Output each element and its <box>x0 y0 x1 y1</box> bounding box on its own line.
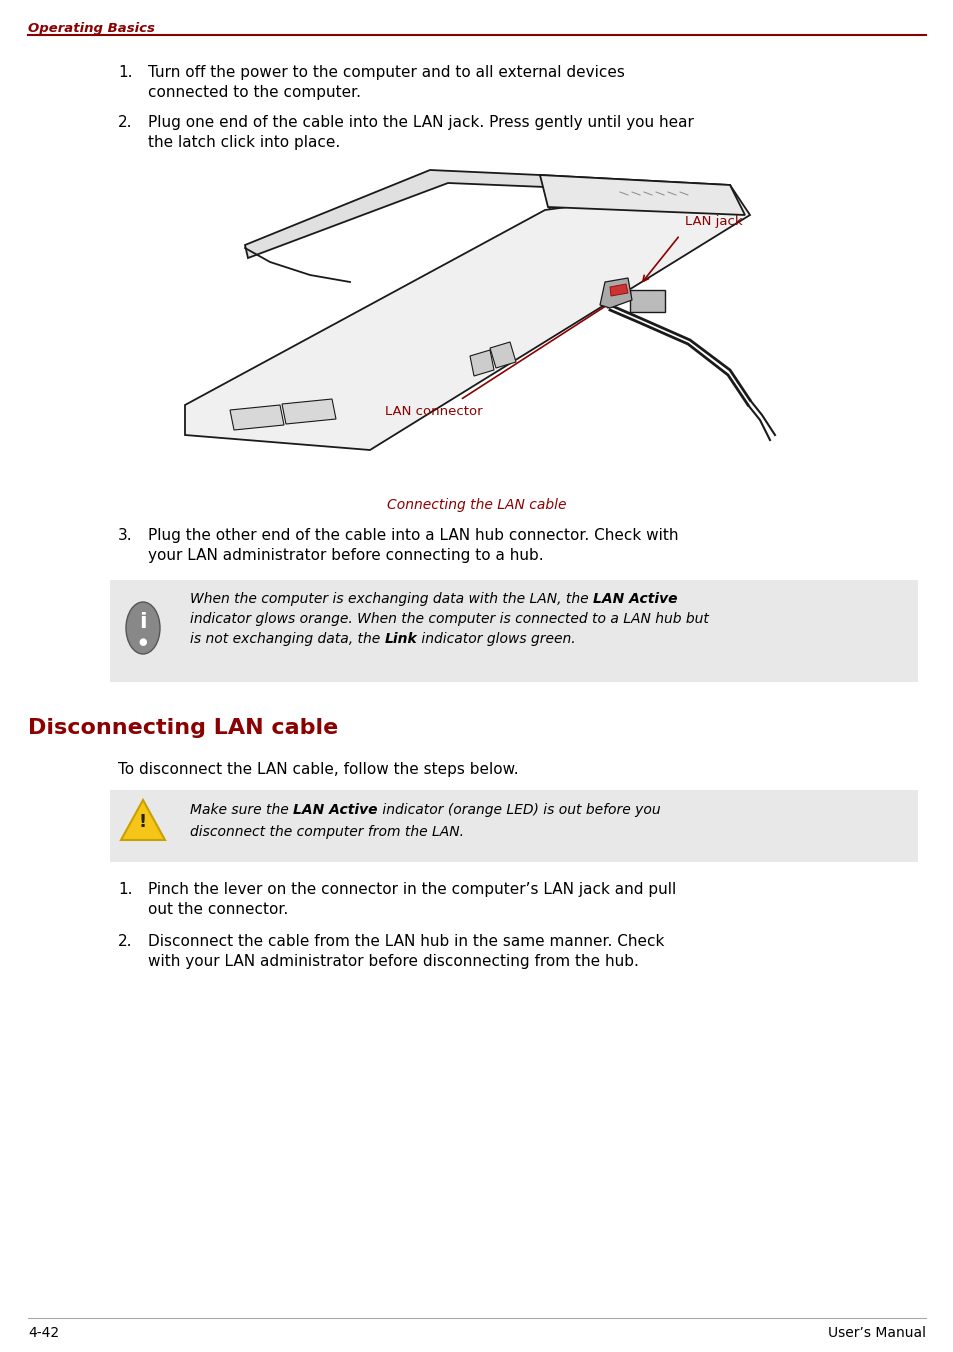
Text: indicator glows orange. When the computer is connected to a LAN hub but: indicator glows orange. When the compute… <box>190 612 708 626</box>
Text: LAN jack: LAN jack <box>684 215 741 228</box>
Polygon shape <box>470 350 494 376</box>
Polygon shape <box>230 406 284 430</box>
Polygon shape <box>121 800 165 840</box>
Text: ●: ● <box>138 637 147 648</box>
Text: disconnect the computer from the LAN.: disconnect the computer from the LAN. <box>190 825 463 840</box>
Text: 2.: 2. <box>118 934 132 949</box>
FancyBboxPatch shape <box>110 580 917 681</box>
Polygon shape <box>609 284 627 296</box>
Text: 1.: 1. <box>118 882 132 896</box>
Text: Link: Link <box>384 631 416 646</box>
Text: 2.: 2. <box>118 115 132 130</box>
Text: When the computer is exchanging data with the LAN, the: When the computer is exchanging data wit… <box>190 592 593 606</box>
Text: LAN connector: LAN connector <box>385 406 482 418</box>
Polygon shape <box>185 185 749 450</box>
Text: Disconnect the cable from the LAN hub in the same manner. Check: Disconnect the cable from the LAN hub in… <box>148 934 663 949</box>
Text: connected to the computer.: connected to the computer. <box>148 85 360 100</box>
Text: out the connector.: out the connector. <box>148 902 288 917</box>
Ellipse shape <box>126 602 160 654</box>
Text: the latch click into place.: the latch click into place. <box>148 135 340 150</box>
Text: Connecting the LAN cable: Connecting the LAN cable <box>387 498 566 512</box>
Text: 1.: 1. <box>118 65 132 80</box>
Text: indicator glows green.: indicator glows green. <box>416 631 576 646</box>
Text: Make sure the: Make sure the <box>190 803 293 817</box>
Polygon shape <box>599 279 631 308</box>
Text: i: i <box>139 612 147 631</box>
Text: with your LAN administrator before disconnecting from the hub.: with your LAN administrator before disco… <box>148 955 639 969</box>
Text: 3.: 3. <box>118 529 132 544</box>
Polygon shape <box>282 399 335 425</box>
Text: 4-42: 4-42 <box>28 1326 59 1340</box>
Text: is not exchanging data, the: is not exchanging data, the <box>190 631 384 646</box>
Text: To disconnect the LAN cable, follow the steps below.: To disconnect the LAN cable, follow the … <box>118 763 518 777</box>
Text: indicator (orange LED) is out before you: indicator (orange LED) is out before you <box>377 803 659 817</box>
Text: LAN Active: LAN Active <box>293 803 377 817</box>
Polygon shape <box>490 342 516 368</box>
Polygon shape <box>245 170 544 258</box>
Text: LAN Active: LAN Active <box>593 592 677 606</box>
FancyBboxPatch shape <box>110 790 917 863</box>
Text: Pinch the lever on the connector in the computer’s LAN jack and pull: Pinch the lever on the connector in the … <box>148 882 676 896</box>
FancyBboxPatch shape <box>629 289 664 312</box>
Polygon shape <box>539 174 744 215</box>
Text: !: ! <box>139 813 147 831</box>
Text: Plug one end of the cable into the LAN jack. Press gently until you hear: Plug one end of the cable into the LAN j… <box>148 115 693 130</box>
Text: Operating Basics: Operating Basics <box>28 22 154 35</box>
Text: Disconnecting LAN cable: Disconnecting LAN cable <box>28 718 338 738</box>
Text: Plug the other end of the cable into a LAN hub connector. Check with: Plug the other end of the cable into a L… <box>148 529 678 544</box>
Text: your LAN administrator before connecting to a hub.: your LAN administrator before connecting… <box>148 548 543 562</box>
Text: Turn off the power to the computer and to all external devices: Turn off the power to the computer and t… <box>148 65 624 80</box>
Text: User’s Manual: User’s Manual <box>827 1326 925 1340</box>
Polygon shape <box>539 174 740 210</box>
